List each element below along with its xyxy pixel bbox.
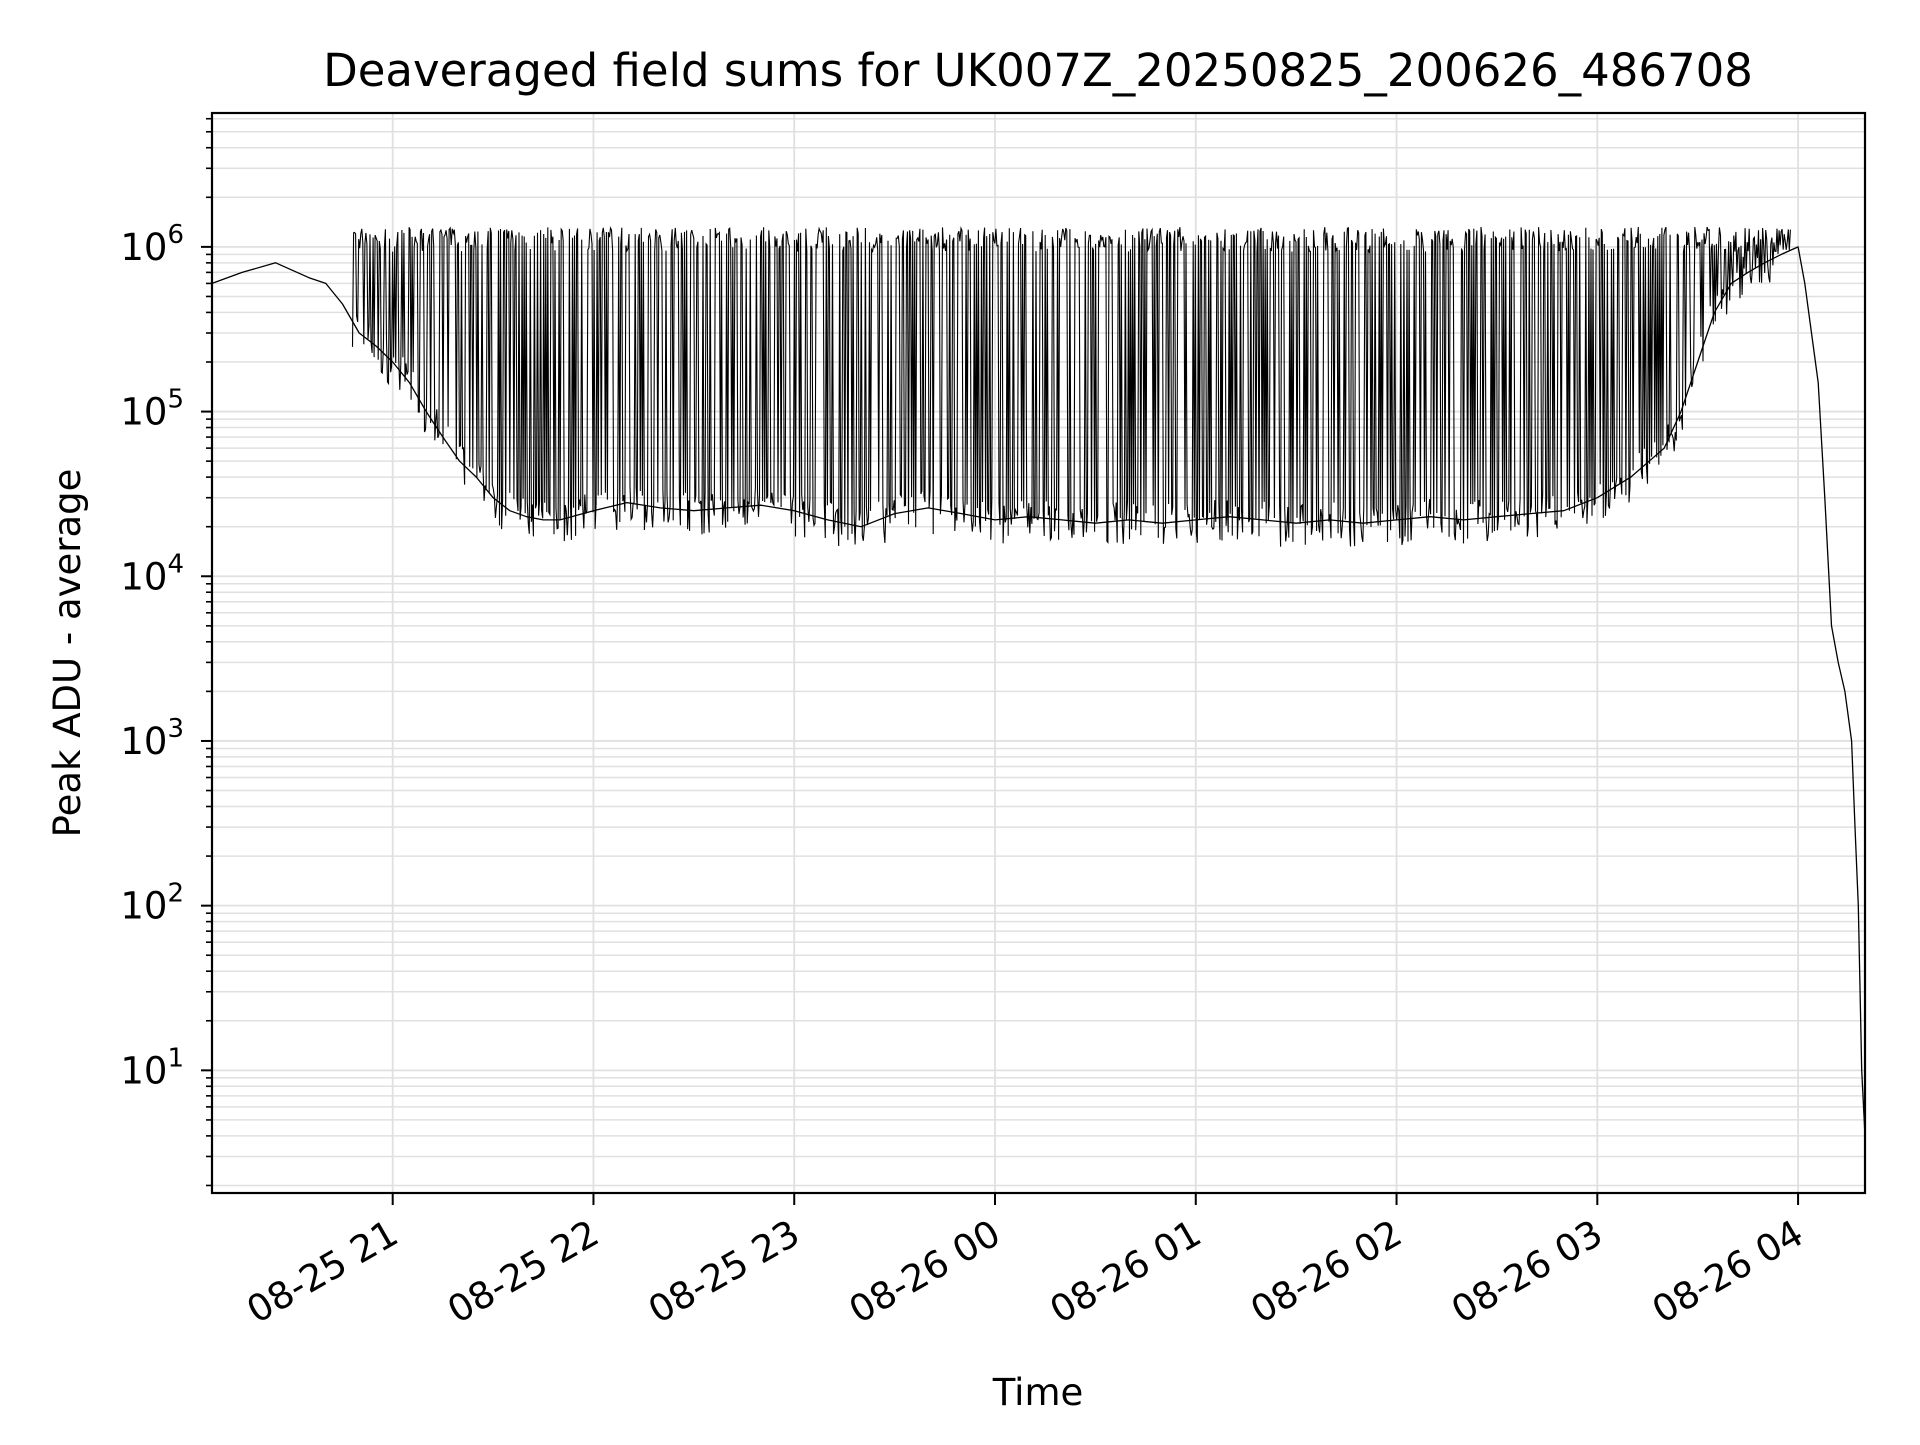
y-axis-label: Peak ADU - average [46, 469, 89, 838]
series-line-fluctuations [351, 226, 1791, 547]
x-axis-label: Time [992, 1371, 1084, 1414]
chart-title: Deaveraged field sums for UK007Z_2025082… [323, 44, 1753, 97]
plot-frame [210, 111, 1867, 1195]
plot-area [211, 226, 1866, 1136]
